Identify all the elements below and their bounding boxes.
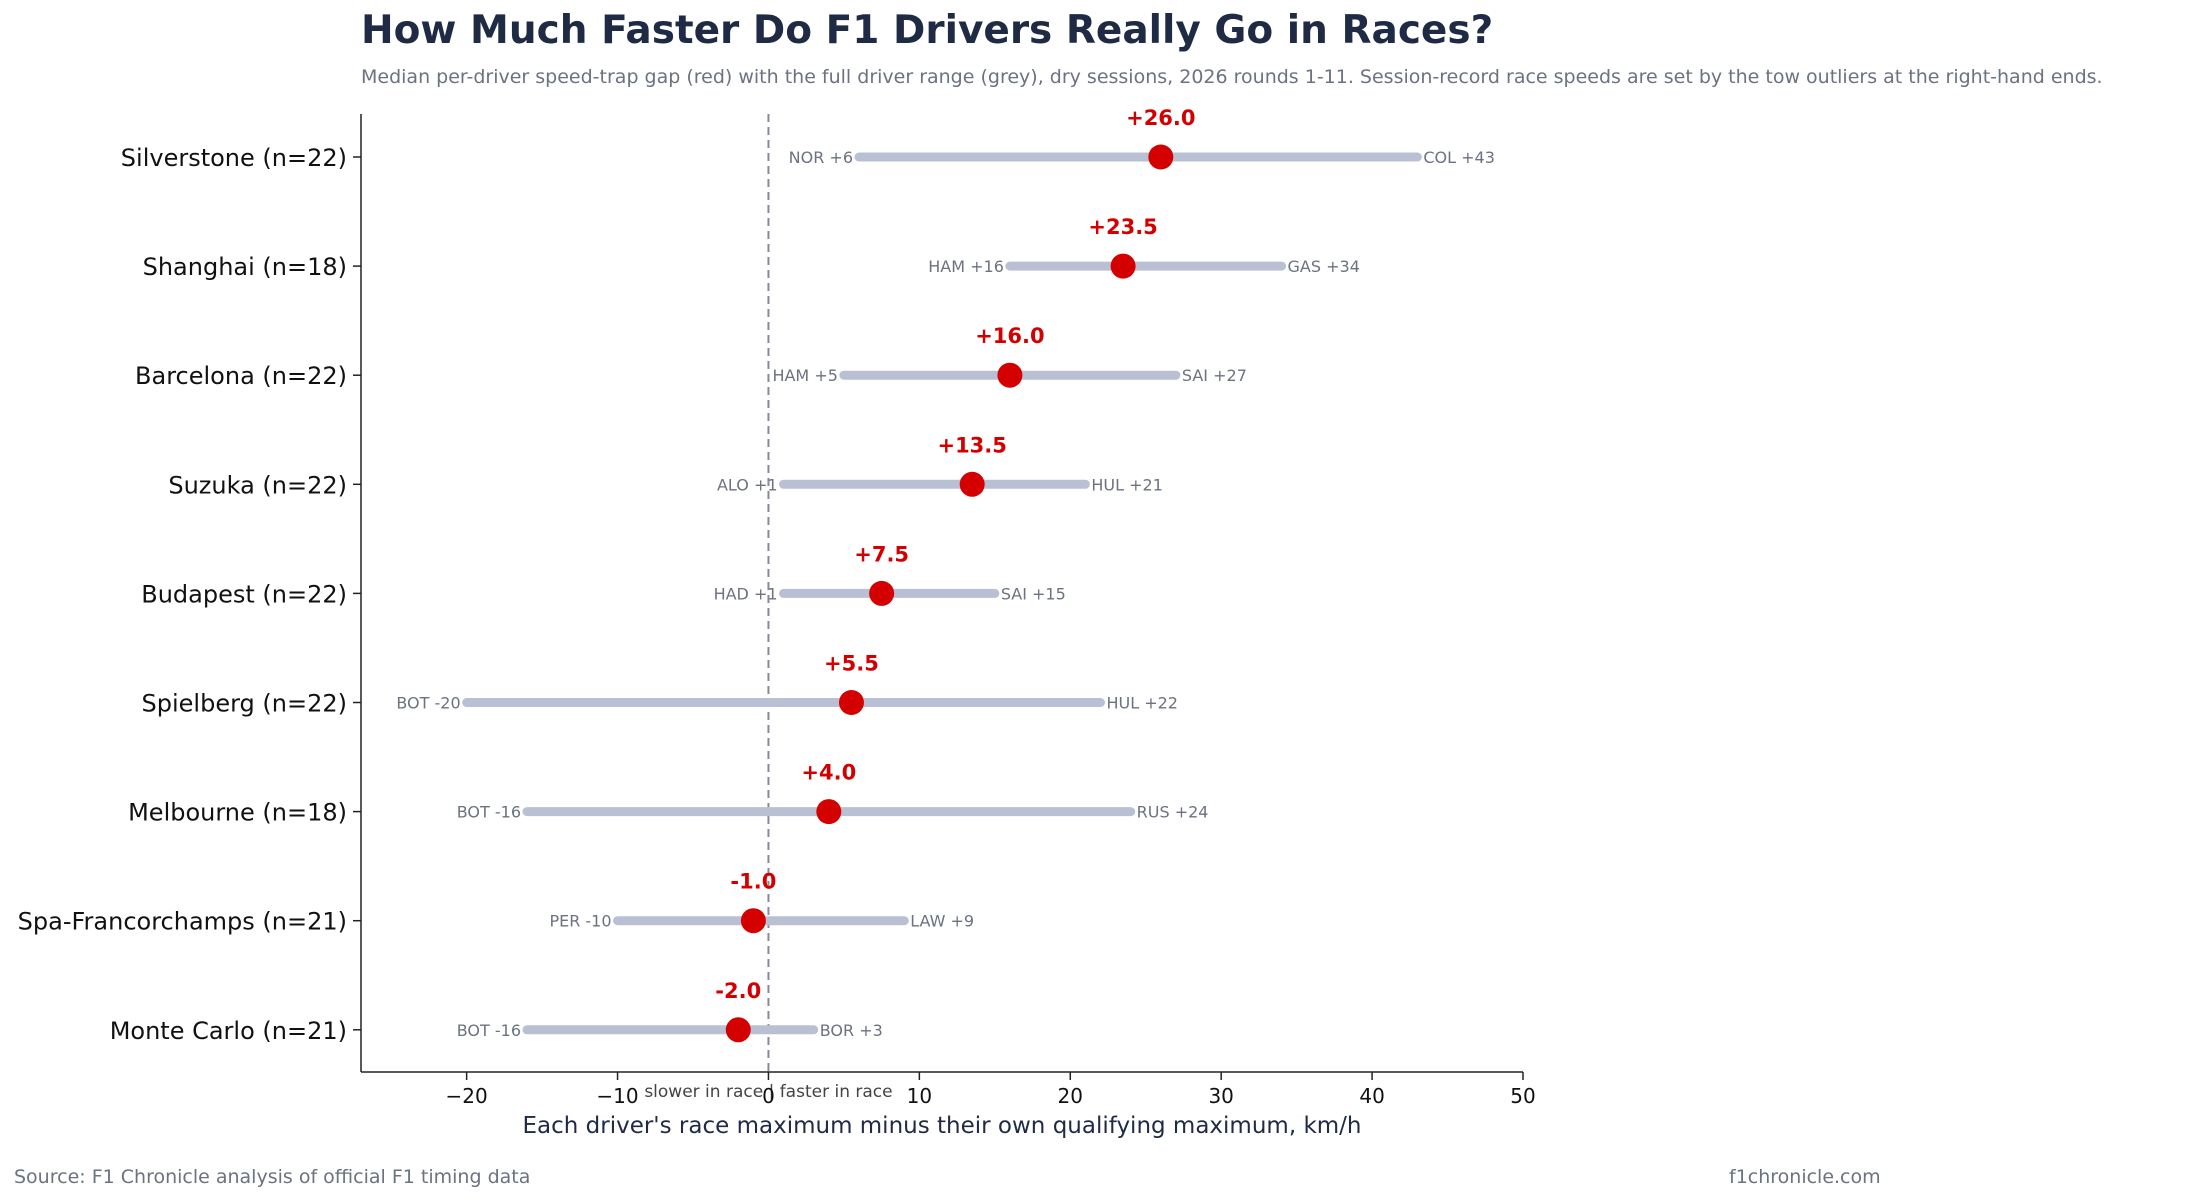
median-value-label: +5.5 [824,652,879,676]
median-point [1148,144,1174,170]
zero-annotation: slower in race | faster in race [644,1082,892,1102]
range-max-label: GAS +34 [1288,257,1360,276]
median-point [725,1017,751,1043]
median-value-label: +26.0 [1126,106,1195,130]
range-min-label: HAM +5 [772,366,837,385]
x-axis-title: Each driver's race maximum minus their o… [522,1113,1361,1139]
median-value-label: -1.0 [730,870,776,894]
range-max-label: HUL +22 [1106,694,1178,713]
x-tick-label: −20 [446,1084,488,1108]
range-min-label: BOT -16 [457,803,521,822]
source-note: Source: F1 Chronicle analysis of officia… [14,1166,531,1188]
x-tick-label: 50 [1510,1084,1535,1108]
category-label: Shanghai (n=18) [143,253,347,281]
range-max-label: LAW +9 [910,912,974,931]
x-tick-label: 40 [1359,1084,1384,1108]
category-label: Barcelona (n=22) [135,362,347,390]
median-value-label: +7.5 [854,542,909,566]
median-point [997,362,1023,388]
median-value-label: -2.0 [715,979,761,1003]
median-value-label: +13.5 [937,433,1006,457]
range-max-label: SAI +15 [1001,584,1066,603]
range-max-label: HUL +21 [1091,475,1163,494]
category-label: Silverstone (n=22) [121,144,347,172]
median-point [1110,253,1136,279]
range-max-label: SAI +27 [1182,366,1247,385]
site-credit: f1chronicle.com [1729,1166,1881,1188]
range-max-label: RUS +24 [1137,803,1209,822]
range-min-label: BOT -20 [396,694,460,713]
category-label: Suzuka (n=22) [168,471,347,499]
x-tick-label: 30 [1208,1084,1233,1108]
chart-title: How Much Faster Do F1 Drivers Really Go … [361,8,1494,53]
range-min-label: BOT -16 [457,1021,521,1040]
x-tick-label: 20 [1058,1084,1083,1108]
category-label: Monte Carlo (n=21) [110,1017,347,1045]
median-value-label: +4.0 [801,761,856,785]
range-min-label: HAD +1 [714,584,778,603]
median-point [838,690,864,715]
x-tick-label: −10 [596,1084,638,1108]
range-min-label: ALO +1 [717,475,778,494]
range-min-label: PER -10 [549,912,611,931]
x-tick-label: 0 [762,1084,775,1108]
category-label: Spielberg (n=22) [142,690,347,718]
range-max-label: COL +43 [1423,148,1495,167]
median-point [740,908,766,934]
x-tick-label: 10 [907,1084,932,1108]
range-min-label: HAM +16 [928,257,1004,276]
category-label: Melbourne (n=18) [128,799,347,827]
category-label: Spa-Francorchamps (n=21) [18,908,347,936]
category-label: Budapest (n=22) [141,580,347,608]
median-value-label: +16.0 [975,324,1044,348]
median-point [816,799,842,825]
chart-subtitle: Median per-driver speed-trap gap (red) w… [361,66,2103,88]
range-max-label: BOR +3 [820,1021,883,1040]
range-min-label: NOR +6 [789,148,853,167]
median-point [869,580,895,606]
median-point [959,471,985,497]
median-value-label: +23.5 [1088,215,1157,239]
